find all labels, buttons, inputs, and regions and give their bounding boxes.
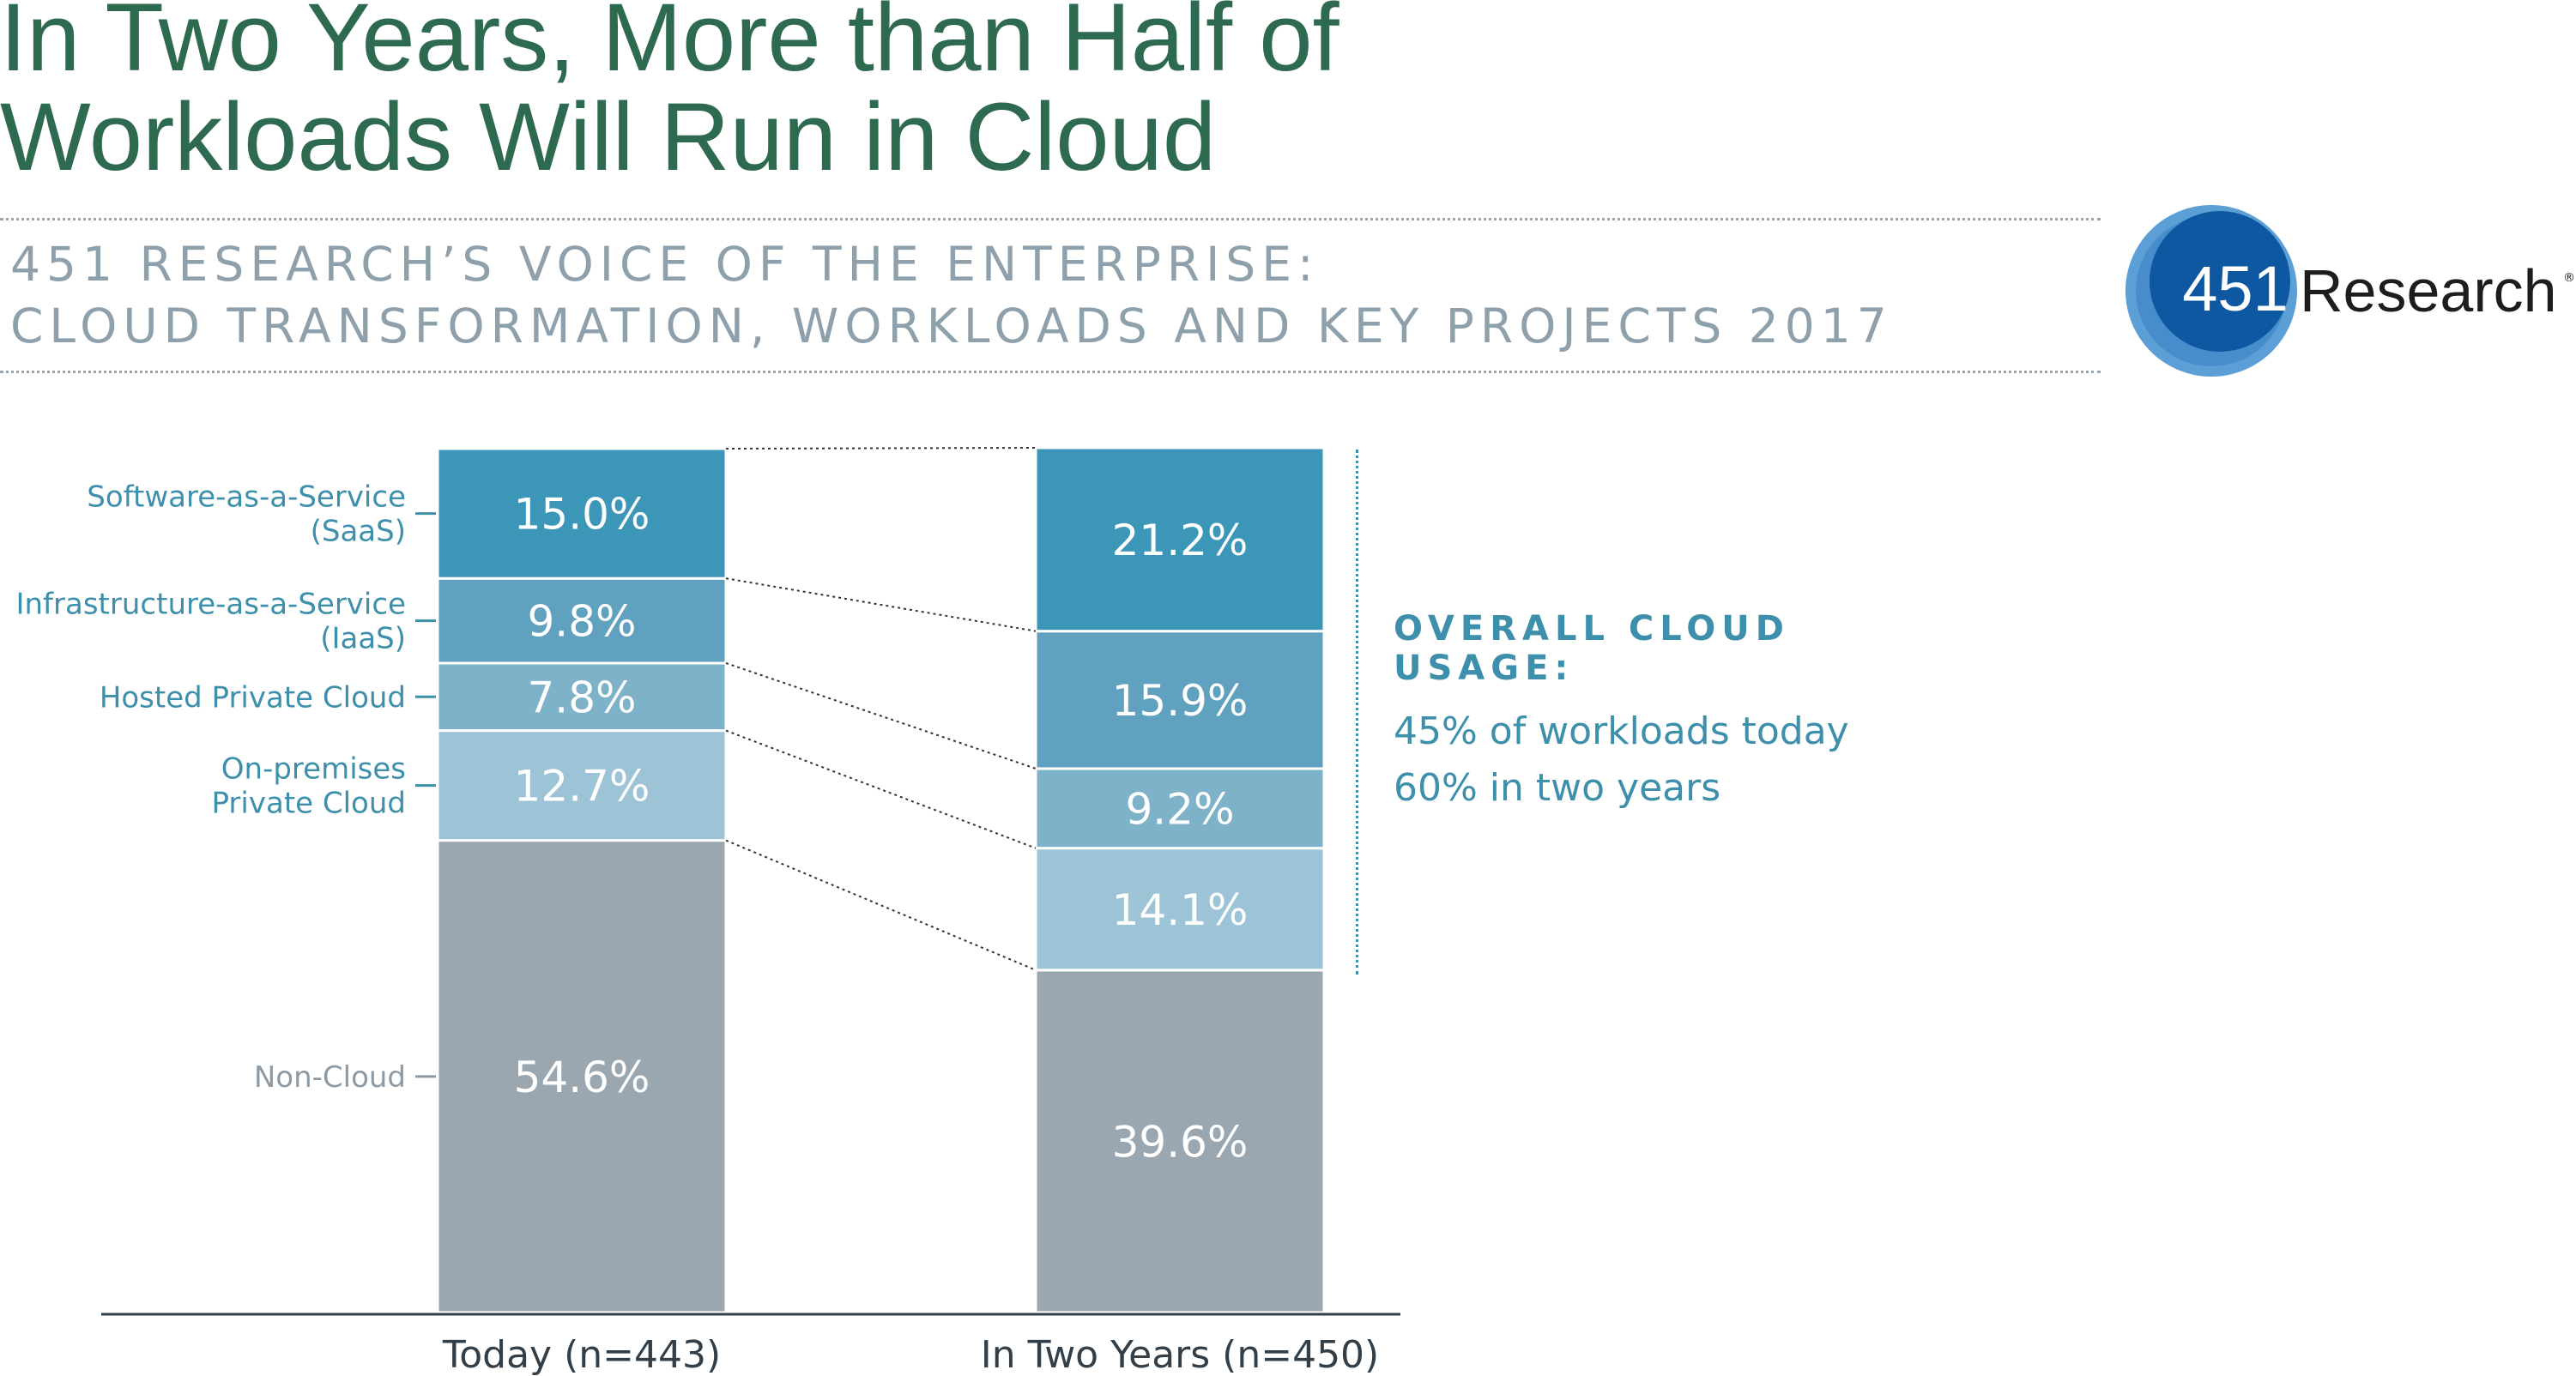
logo-word: Research	[2300, 257, 2557, 324]
callout-heading: OVERALL CLOUD USAGE:	[1394, 609, 1874, 688]
x-tick-label-0: Today (n=443)	[442, 1333, 721, 1376]
legend-label-saas-1: (SaaS)	[311, 515, 406, 549]
connector-line-0	[725, 839, 1037, 971]
connector-line-2	[725, 662, 1037, 769]
data-label-software-as-a-service-saas-0: 15.0%	[514, 490, 650, 540]
bar-segment-hosted-private-cloud-1	[1034, 767, 1326, 850]
title-line-2: Workloads Will Run in Cloud	[0, 83, 1217, 190]
data-label-infrastructure-as-a-service-iaas-0: 9.8%	[527, 597, 636, 647]
bar-segment-infrastructure-as-a-service-iaas-0	[436, 576, 728, 665]
data-label-non-cloud-0: 54.6%	[514, 1053, 650, 1102]
bar-segment-non-cloud-0	[436, 839, 728, 1314]
top-divider	[0, 218, 2101, 220]
data-label-non-cloud-1: 39.6%	[1112, 1117, 1249, 1167]
logo-circles-icon	[2126, 205, 2297, 377]
subtitle-line-1: 451 RESEARCH’S VOICE OF THE ENTERPRISE:	[10, 237, 1320, 292]
callout-today: 45% of workloads today	[1394, 709, 1849, 753]
subtitle-line-2: CLOUD TRANSFORMATION, WORKLOADS AND KEY …	[10, 299, 1893, 353]
connector-line-1	[725, 729, 1037, 849]
title-line-1: In Two Years, More than Half of	[0, 0, 1339, 91]
chart-title: In Two Years, More than Half of Workload…	[0, 0, 1339, 187]
bottom-divider	[0, 371, 2101, 373]
data-label-software-as-a-service-saas-1: 21.2%	[1112, 516, 1249, 565]
callout-two-years: 60% in two years	[1394, 766, 1721, 810]
callout-heading-line-1: OVERALL CLOUD	[1394, 609, 1790, 649]
legend-label-noncloud-0: Non-Cloud	[254, 1060, 406, 1095]
bar-segment-non-cloud-1	[1034, 969, 1326, 1314]
legend-label-hosted-0: Hosted Private Cloud	[100, 680, 406, 715]
callout-heading-line-2: USAGE:	[1394, 649, 1575, 688]
legend-label-saas-0: Software-as-a-Service	[87, 480, 406, 515]
bar-segment-software-as-a-service-saas-1	[1034, 446, 1326, 633]
legend-label-onprem-1: Private Cloud	[212, 787, 406, 821]
data-label-on-premises-private-cloud-1: 14.1%	[1112, 885, 1249, 935]
data-label-on-premises-private-cloud-0: 12.7%	[514, 762, 650, 812]
bar-segment-infrastructure-as-a-service-iaas-1	[1034, 630, 1326, 770]
legend-label-onprem-0: On-premises	[221, 752, 406, 787]
logo-registered-mark: ®	[2563, 271, 2575, 285]
logo-number: 451	[2182, 253, 2289, 324]
callout-divider	[1356, 450, 1358, 975]
connector-line-3	[725, 577, 1037, 632]
legend-label-iaas-0: Infrastructure-as-a-Service	[15, 588, 406, 622]
chart-subtitle: 451 RESEARCH’S VOICE OF THE ENTERPRISE: …	[10, 233, 1893, 357]
bar-segment-on-premises-private-cloud-1	[1034, 847, 1326, 972]
legend-label-iaas-1: (IaaS)	[320, 622, 406, 656]
data-label-hosted-private-cloud-1: 9.2%	[1125, 784, 1234, 834]
data-label-infrastructure-as-a-service-iaas-1: 15.9%	[1112, 676, 1249, 726]
overall-cloud-callout: OVERALL CLOUD USAGE: 45% of workloads to…	[1394, 609, 1874, 817]
connector-line-4	[725, 447, 1037, 450]
data-label-hosted-private-cloud-0: 7.8%	[527, 673, 636, 722]
bar-segment-software-as-a-service-saas-0	[436, 447, 728, 580]
x-tick-label-1: In Two Years (n=450)	[981, 1333, 1379, 1376]
451-research-logo: 451 Research ®	[2113, 202, 2576, 383]
